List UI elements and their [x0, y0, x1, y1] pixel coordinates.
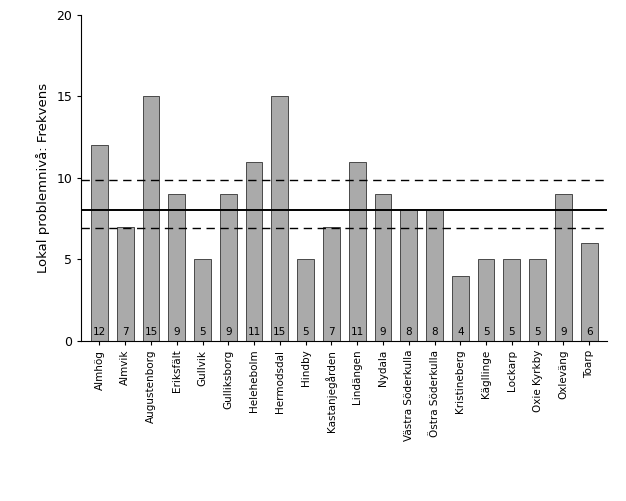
- Bar: [374, 194, 391, 341]
- Bar: [529, 260, 546, 341]
- Bar: [581, 243, 598, 341]
- Bar: [503, 260, 520, 341]
- Text: 4: 4: [457, 328, 464, 338]
- Text: 9: 9: [379, 328, 386, 338]
- Text: 7: 7: [328, 328, 335, 338]
- Bar: [91, 145, 108, 341]
- Bar: [555, 194, 572, 341]
- Bar: [297, 260, 314, 341]
- Text: 7: 7: [122, 328, 128, 338]
- Bar: [401, 210, 417, 341]
- Bar: [452, 276, 469, 341]
- Text: 9: 9: [560, 328, 567, 338]
- Text: 9: 9: [225, 328, 232, 338]
- Text: 8: 8: [406, 328, 412, 338]
- Text: 11: 11: [351, 328, 364, 338]
- Y-axis label: Lokal problemnivå: Frekvens: Lokal problemnivå: Frekvens: [36, 83, 49, 273]
- Bar: [220, 194, 237, 341]
- Text: 8: 8: [431, 328, 438, 338]
- Text: 5: 5: [508, 328, 515, 338]
- Text: 5: 5: [483, 328, 490, 338]
- Text: 15: 15: [145, 328, 158, 338]
- Text: 12: 12: [93, 328, 106, 338]
- Bar: [272, 96, 288, 341]
- Bar: [478, 260, 495, 341]
- Text: 5: 5: [199, 328, 206, 338]
- Bar: [117, 226, 133, 341]
- Bar: [323, 226, 340, 341]
- Text: 5: 5: [535, 328, 541, 338]
- Bar: [168, 194, 185, 341]
- Bar: [426, 210, 443, 341]
- Text: 6: 6: [586, 328, 592, 338]
- Text: 15: 15: [273, 328, 287, 338]
- Text: 9: 9: [173, 328, 180, 338]
- Text: 5: 5: [302, 328, 309, 338]
- Bar: [194, 260, 211, 341]
- Bar: [246, 161, 262, 341]
- Text: 11: 11: [247, 328, 260, 338]
- Bar: [349, 161, 366, 341]
- Bar: [143, 96, 160, 341]
